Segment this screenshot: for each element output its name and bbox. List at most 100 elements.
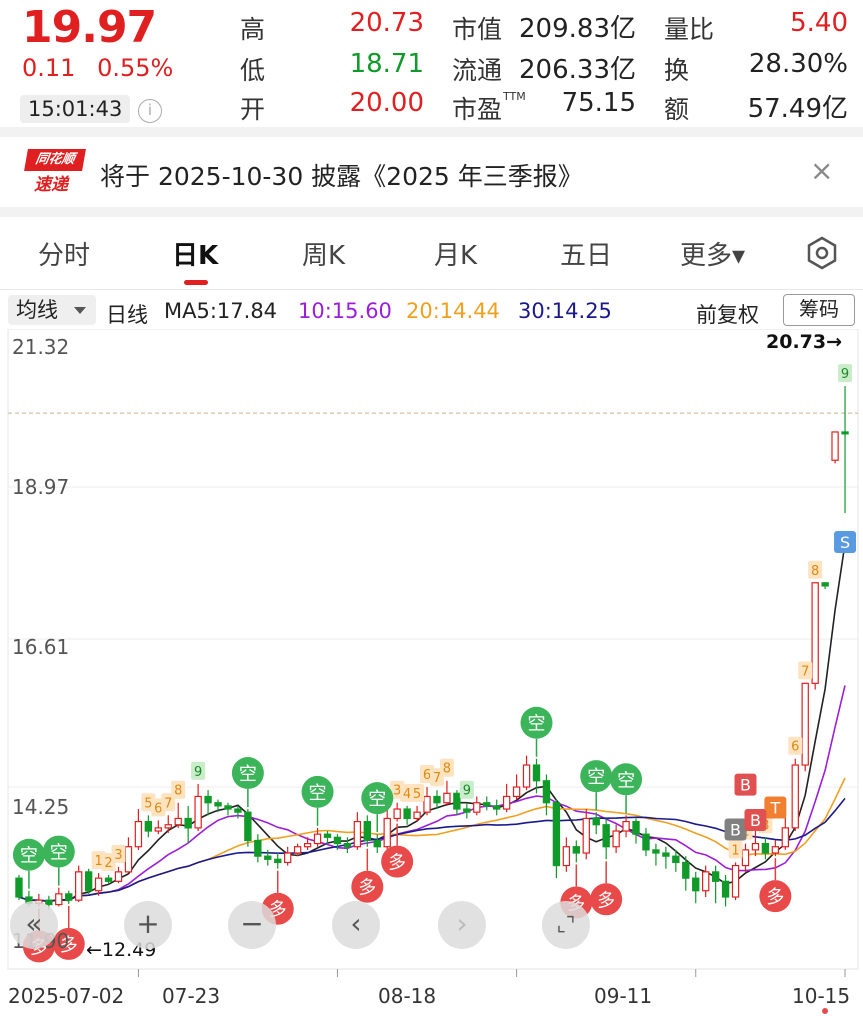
earnings-notice[interactable]: 同花顺 速递 将于 2025-10-30 披露《2025 年三季报》 × (0, 137, 863, 207)
signal-label: 多 (358, 878, 376, 899)
ma30-line (18, 797, 846, 903)
period-label: 日线 (106, 303, 148, 327)
candle-body (75, 871, 83, 901)
candle-body (791, 764, 799, 829)
chip-button[interactable]: 筹码 (783, 294, 855, 326)
signal-label: 空 (587, 767, 605, 788)
signal-badge (580, 760, 613, 793)
period-tabs: 分时 日K 周K 月K 五日 更多▾ (0, 217, 863, 289)
candle-body (781, 827, 789, 848)
candle-body (104, 877, 113, 882)
tab-more[interactable]: 更多▾ (680, 241, 746, 271)
fullscreen-button[interactable]: ⌞⌝ (542, 901, 590, 949)
trade-point-marker: S (834, 531, 857, 554)
high-value: 20.73 (349, 8, 424, 38)
candle-body (323, 833, 332, 838)
signal-badge (610, 763, 643, 796)
candle-body (612, 830, 620, 848)
next-button[interactable]: › (438, 901, 486, 949)
ma5-line (18, 543, 846, 903)
x-tick-label: 07-23 (162, 984, 221, 1008)
adjust-mode[interactable]: 前复权 (696, 303, 759, 327)
count-marker-label: 9 (463, 784, 471, 799)
settings-hexagon-icon[interactable] (804, 235, 840, 271)
candle-body (244, 811, 252, 842)
candle-body (841, 431, 849, 435)
trade-point-label: B (730, 820, 741, 839)
ma5-value: MA5:17.84 (164, 299, 278, 323)
tab-weekly-k[interactable]: 周K (302, 241, 346, 271)
count-marker-label: 5 (144, 796, 152, 811)
vol-ratio-value: 5.40 (790, 8, 848, 38)
trade-point-marker: B (744, 809, 767, 832)
count-marker-label: 6 (154, 801, 162, 816)
candle-body (811, 582, 819, 684)
signal-label: 多 (388, 853, 406, 874)
candle-body (702, 871, 710, 892)
trade-point-bg (734, 773, 757, 796)
ma-select[interactable]: 均线 (8, 295, 96, 325)
kline-chart[interactable]: 1235678934567891236789空空空空空空空空多多多多多多多多BB… (0, 329, 863, 1024)
candle-body (682, 861, 690, 879)
candle-body (831, 431, 839, 461)
candle-body (771, 846, 780, 854)
sell-signal-marker: 空 (520, 706, 553, 757)
open-value: 20.00 (349, 88, 424, 118)
open-label: 开 (240, 95, 266, 124)
count-marker: 8 (439, 758, 454, 777)
tab-daily-k[interactable]: 日K (172, 241, 219, 271)
trade-point-label: B (740, 776, 751, 795)
prev-button[interactable]: ‹ (332, 901, 380, 949)
price-change: 0.11 0.55% (22, 54, 187, 82)
candle-body (443, 792, 451, 804)
close-icon[interactable]: × (810, 154, 834, 187)
count-marker-label: 6 (791, 740, 799, 755)
info-icon[interactable]: i (138, 99, 162, 123)
count-marker-label: 3 (393, 784, 401, 799)
amount-value: 57.49亿 (747, 94, 848, 124)
trade-point-bg (744, 809, 767, 832)
trade-point-label: T (769, 798, 780, 817)
quote-time: 15:01:43 (20, 95, 131, 123)
count-marker-bg (788, 736, 803, 755)
signal-label: 空 (50, 843, 68, 864)
count-marker-bg (838, 364, 853, 383)
tab-monthly-k[interactable]: 月K (434, 241, 478, 271)
candle-body (413, 811, 421, 820)
candle-body (731, 864, 740, 898)
candle-body (463, 808, 471, 813)
candle-body (174, 817, 182, 826)
count-marker: 9 (191, 761, 206, 780)
kline-chart-area[interactable]: 1235678934567891236789空空空空空空空空多多多多多多多多BB… (0, 329, 863, 1024)
signal-label: 空 (309, 783, 327, 804)
float-value: 206.33亿 (519, 55, 636, 85)
zoom-in-button[interactable]: + (124, 901, 172, 949)
zoom-out-button[interactable]: − (228, 901, 276, 949)
candle-body (602, 824, 610, 848)
candle-body (204, 795, 212, 804)
candle-body (254, 839, 262, 857)
sell-signal-marker: 空 (12, 838, 45, 889)
ma10-line (18, 685, 846, 903)
candle-body (154, 827, 162, 832)
logo-top-text: 同花顺 (24, 149, 86, 171)
candle-body (821, 582, 829, 587)
high-label: 高 (240, 15, 266, 44)
count-marker-label: 8 (811, 564, 819, 579)
divider (0, 207, 863, 217)
candle-body (264, 855, 272, 860)
sell-signal-marker: 空 (42, 835, 75, 886)
count-marker: 9 (459, 780, 474, 799)
tab-five-day[interactable]: 五日 (560, 241, 613, 271)
pe-label-text: 市盈 (452, 95, 503, 124)
signal-label: 空 (368, 789, 386, 810)
candle-body (284, 852, 292, 864)
candle-body (55, 893, 63, 906)
candle-body (274, 858, 282, 864)
candle-body (114, 871, 123, 882)
count-marker-bg (798, 661, 813, 680)
count-marker-label: 8 (443, 762, 451, 777)
tab-intraday[interactable]: 分时 (38, 241, 91, 271)
rewind-button[interactable]: « (10, 901, 58, 949)
amount-label: 额 (664, 95, 690, 124)
